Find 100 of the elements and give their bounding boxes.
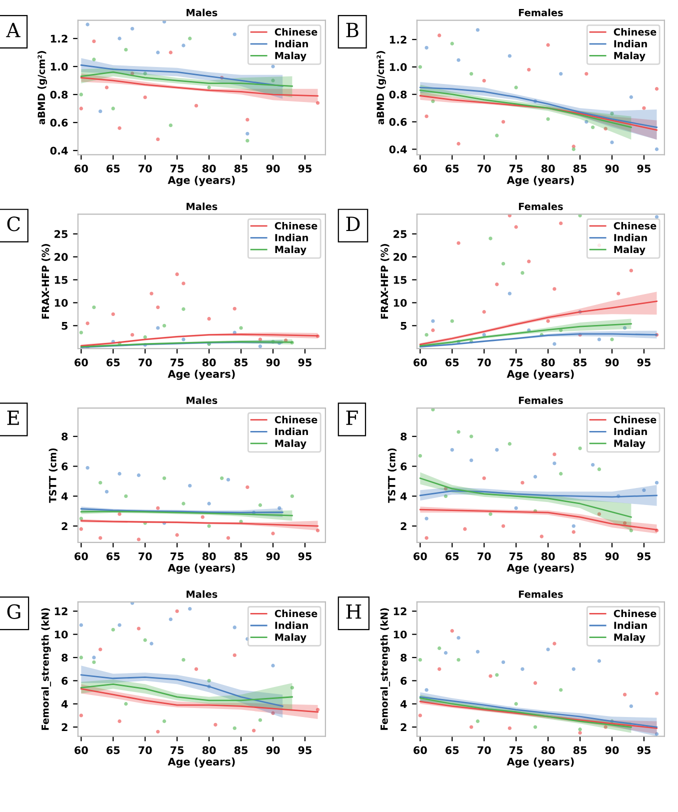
x-tick-label: 60 bbox=[414, 746, 427, 754]
legend-label: Malay bbox=[614, 633, 646, 643]
legend-label: Chinese bbox=[274, 28, 318, 36]
x-tick-label: 75 bbox=[510, 358, 523, 366]
legend-label: Chinese bbox=[614, 28, 656, 36]
y-tick-label: 4 bbox=[61, 700, 68, 708]
chart-title: Males bbox=[186, 590, 218, 598]
legend-label: Indian bbox=[614, 622, 647, 630]
legend-label: Malay bbox=[275, 633, 306, 643]
y-tick-label: 25 bbox=[54, 230, 68, 238]
chart-title: Females bbox=[518, 202, 563, 210]
x-tick-label: 75 bbox=[510, 552, 523, 560]
y-tick-label: 0.8 bbox=[50, 90, 68, 99]
x-tick-label: 65 bbox=[446, 746, 459, 754]
x-tick-label: 65 bbox=[106, 358, 120, 366]
x-axis-title: Age (years) bbox=[506, 370, 574, 380]
x-tick-label: 85 bbox=[573, 552, 587, 560]
y-tick-label: 1.2 bbox=[390, 36, 406, 44]
x-tick-label: 60 bbox=[414, 358, 427, 366]
legend-label: Indian bbox=[275, 234, 308, 242]
x-tick-label: 75 bbox=[170, 746, 184, 754]
y-axis-title: Femoral_strength (kN) bbox=[380, 608, 390, 730]
x-tick-label: 95 bbox=[298, 746, 312, 754]
legend-label: Malay bbox=[275, 246, 306, 256]
x-tick-label: 75 bbox=[510, 164, 523, 173]
x-tick-label: 60 bbox=[414, 164, 427, 173]
text: C bbox=[7, 216, 20, 232]
y-tick-label: 25 bbox=[394, 230, 407, 238]
y-tick-label: 0.6 bbox=[50, 118, 68, 127]
legend-label: Indian bbox=[275, 40, 308, 48]
x-axis-title: Age (years) bbox=[506, 176, 574, 186]
y-axis-title: TSTT (cm) bbox=[388, 448, 396, 503]
chart-title: Females bbox=[518, 8, 563, 16]
x-tick-label: 90 bbox=[266, 164, 280, 173]
x-axis-title: Age (years) bbox=[168, 758, 235, 768]
text: B bbox=[346, 22, 358, 38]
x-tick-label: 90 bbox=[266, 552, 280, 560]
legend-label: Malay bbox=[614, 246, 646, 256]
y-tick-label: 0.8 bbox=[389, 90, 407, 98]
x-tick-label: 85 bbox=[234, 746, 248, 754]
x-tick-label: 65 bbox=[446, 358, 459, 366]
x-tick-label: 90 bbox=[605, 358, 619, 366]
y-tick-label: 6 bbox=[62, 462, 68, 470]
y-tick-label: 8 bbox=[400, 432, 407, 441]
x-tick-label: 75 bbox=[170, 164, 184, 173]
legend-label: Chinese bbox=[274, 222, 318, 230]
y-tick-label: 2 bbox=[400, 522, 406, 530]
text: H bbox=[346, 604, 362, 619]
x-tick-label: 90 bbox=[266, 358, 280, 366]
x-tick-label: 70 bbox=[138, 746, 152, 754]
y-tick-label: 2 bbox=[400, 723, 406, 732]
x-tick-label: 70 bbox=[138, 164, 152, 173]
y-tick-label: 20 bbox=[394, 253, 407, 261]
y-tick-label: 1.2 bbox=[50, 34, 68, 42]
y-axis-title: FRAX-HFP (%) bbox=[42, 244, 50, 319]
x-tick-label: 65 bbox=[446, 164, 459, 173]
x-axis-title: Age (years) bbox=[168, 176, 235, 186]
x-tick-label: 85 bbox=[573, 164, 587, 173]
x-tick-label: 85 bbox=[234, 164, 248, 173]
y-axis-title: FRAX-HFP (%) bbox=[380, 244, 390, 319]
x-tick-label: 80 bbox=[202, 358, 216, 366]
y-tick-label: 6 bbox=[62, 676, 68, 685]
chart-title: Males bbox=[186, 396, 218, 404]
y-axis-title: TSTT (cm) bbox=[48, 448, 58, 503]
y-axis-title: aBMD (g/cm²) bbox=[38, 51, 48, 124]
x-tick-label: 70 bbox=[478, 552, 491, 560]
x-tick-label: 75 bbox=[170, 552, 184, 560]
x-tick-label: 80 bbox=[541, 552, 555, 560]
x-tick-label: 65 bbox=[106, 746, 120, 754]
legend-label: Malay bbox=[275, 439, 306, 449]
x-tick-label: 90 bbox=[605, 746, 619, 754]
y-tick-label: 12 bbox=[54, 607, 68, 616]
y-tick-label: 0.6 bbox=[389, 118, 407, 126]
x-tick-label: 70 bbox=[138, 552, 152, 560]
x-tick-label: 65 bbox=[446, 552, 459, 560]
x-tick-label: 95 bbox=[637, 746, 650, 754]
x-tick-label: 80 bbox=[202, 552, 216, 560]
text: G bbox=[7, 604, 20, 619]
legend-label: Indian bbox=[614, 40, 647, 48]
legend-label: Indian bbox=[614, 234, 647, 242]
chart-title: Males bbox=[186, 8, 218, 16]
legend-label: Malay bbox=[275, 52, 306, 62]
y-tick-label: 0.4 bbox=[389, 145, 407, 154]
y-tick-label: 15 bbox=[394, 276, 407, 284]
x-tick-label: 95 bbox=[298, 358, 312, 366]
legend-label: Malay bbox=[614, 439, 646, 449]
text: F bbox=[346, 410, 358, 425]
x-tick-label: 85 bbox=[234, 358, 248, 366]
y-tick-label: 2 bbox=[62, 522, 68, 530]
y-tick-label: 0.4 bbox=[50, 146, 68, 155]
x-tick-label: 90 bbox=[605, 164, 619, 173]
x-tick-label: 65 bbox=[106, 164, 120, 173]
x-tick-label: 95 bbox=[298, 164, 312, 173]
x-tick-label: 70 bbox=[478, 358, 491, 366]
y-tick-label: 10 bbox=[54, 630, 68, 638]
x-tick-label: 65 bbox=[106, 552, 120, 560]
x-tick-label: 60 bbox=[414, 552, 427, 560]
y-tick-label: 6 bbox=[400, 676, 407, 685]
x-axis-title: Age (years) bbox=[506, 564, 574, 574]
x-tick-label: 60 bbox=[74, 552, 88, 560]
